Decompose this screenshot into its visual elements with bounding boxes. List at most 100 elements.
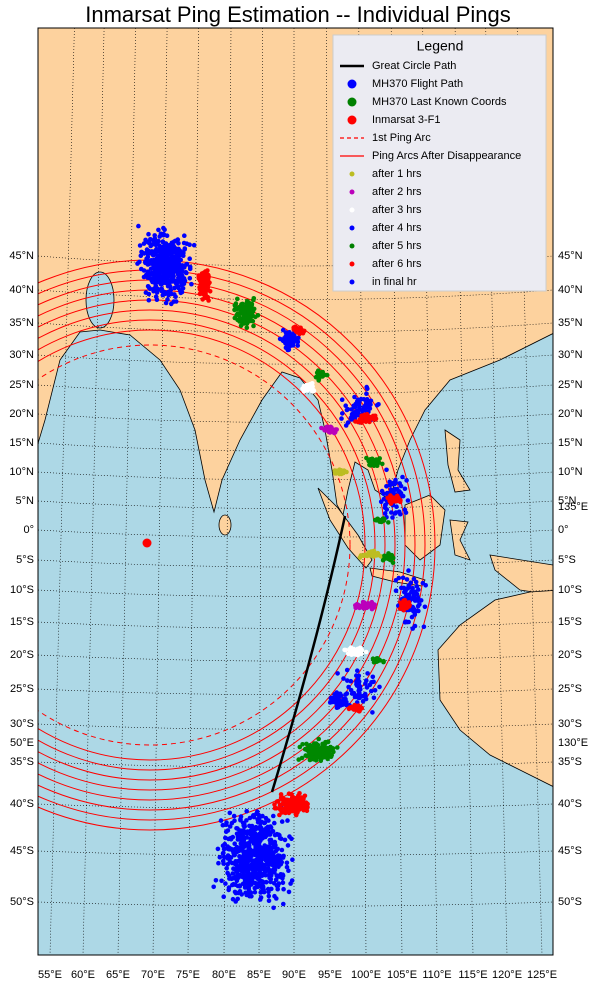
axis-labels: 45°N 45°N 40°N 40°N 35°N 35°N 30°N 30°N 25°N 25°N… bbox=[9, 250, 588, 981]
ping-point bbox=[173, 238, 178, 244]
ping-point bbox=[250, 313, 256, 319]
ping-point bbox=[315, 372, 321, 378]
ping-point bbox=[145, 254, 151, 260]
ping-point bbox=[383, 502, 388, 508]
ping-point bbox=[259, 819, 264, 825]
ping-point bbox=[255, 820, 261, 825]
ping-point bbox=[183, 262, 189, 267]
legend-marker bbox=[349, 171, 355, 177]
lat-label-left: 25°N bbox=[9, 379, 34, 391]
ping-points bbox=[135, 223, 429, 911]
ping-point bbox=[335, 705, 341, 710]
ping-point bbox=[394, 504, 399, 510]
ping-point bbox=[370, 710, 375, 715]
ping-point bbox=[286, 889, 292, 895]
ping-point bbox=[146, 275, 152, 281]
ping-point bbox=[347, 647, 352, 652]
ping-point bbox=[264, 867, 269, 872]
ping-point bbox=[154, 277, 160, 283]
ping-point bbox=[241, 837, 247, 842]
ping-point bbox=[404, 577, 410, 582]
ping-point bbox=[366, 458, 372, 464]
lat-label-left: 10°S bbox=[10, 584, 34, 596]
ping-point bbox=[253, 867, 259, 872]
map-frame bbox=[37, 27, 554, 956]
ping-point bbox=[252, 889, 258, 895]
ping-point bbox=[146, 231, 151, 237]
ping-point bbox=[279, 819, 285, 824]
ping-point bbox=[404, 478, 409, 483]
ping-point bbox=[146, 297, 152, 303]
ping-point bbox=[215, 846, 221, 852]
ping-point bbox=[141, 241, 147, 246]
parallel bbox=[38, 500, 553, 509]
ping-point bbox=[353, 411, 358, 417]
legend-label: Great Circle Path bbox=[372, 60, 456, 72]
ping-point bbox=[353, 419, 358, 424]
ping-point bbox=[235, 859, 241, 864]
ping-point bbox=[372, 517, 378, 523]
ping-point bbox=[230, 896, 236, 902]
ping-point bbox=[277, 812, 282, 818]
ping-arc bbox=[38, 319, 376, 771]
ping-point bbox=[229, 820, 235, 826]
lat-label-left: 35°S bbox=[10, 756, 34, 768]
ping-point bbox=[251, 814, 257, 820]
ping-point bbox=[271, 840, 277, 846]
ping-point bbox=[296, 757, 302, 762]
lat-label-left: 25°S bbox=[10, 683, 34, 695]
ping-point bbox=[311, 741, 317, 746]
ping-point bbox=[282, 837, 288, 843]
ping-point bbox=[357, 555, 363, 560]
ping-point bbox=[399, 585, 404, 591]
ping-point bbox=[369, 680, 374, 685]
ping-point bbox=[251, 323, 256, 329]
ping-point bbox=[405, 595, 411, 601]
lon-label: 105°E bbox=[387, 969, 417, 981]
ping-point bbox=[379, 519, 384, 525]
legend-marker bbox=[349, 243, 355, 249]
ping-point bbox=[172, 278, 177, 283]
ping-point bbox=[406, 619, 412, 625]
ping-point bbox=[384, 490, 390, 496]
ping-point bbox=[357, 684, 363, 689]
ping-point bbox=[226, 887, 231, 893]
legend-label: after 6 hrs bbox=[372, 258, 422, 270]
ping-point bbox=[402, 589, 407, 595]
legend-marker bbox=[349, 189, 355, 195]
ping-point bbox=[340, 699, 345, 705]
ping-point bbox=[411, 594, 417, 600]
ping-point bbox=[412, 623, 418, 629]
ping-point bbox=[279, 847, 285, 853]
ping-point bbox=[339, 416, 344, 421]
ping-point bbox=[423, 583, 429, 588]
parallel bbox=[38, 354, 553, 365]
ping-point bbox=[231, 813, 237, 819]
parallel bbox=[38, 901, 553, 907]
ping-point bbox=[264, 858, 270, 863]
ping-point bbox=[248, 890, 254, 895]
ping-point bbox=[282, 801, 287, 806]
ping-point bbox=[220, 822, 226, 828]
legend-label: 1st Ping Arc bbox=[372, 132, 431, 144]
legend-marker bbox=[347, 115, 357, 125]
inmarsat-satellite bbox=[142, 538, 152, 548]
ping-point bbox=[315, 742, 321, 748]
ping-point bbox=[266, 898, 272, 903]
ping-point bbox=[363, 649, 369, 655]
ping-point bbox=[416, 587, 421, 592]
ping-point bbox=[359, 413, 365, 419]
ping-point bbox=[409, 589, 414, 595]
legend-label: Ping Arcs After Disappearance bbox=[372, 150, 521, 162]
ping-point bbox=[263, 815, 269, 821]
ping-point bbox=[280, 880, 286, 885]
ping-point bbox=[347, 651, 353, 656]
ping-point bbox=[275, 874, 281, 879]
ping-point bbox=[278, 836, 284, 841]
ping-point bbox=[221, 894, 226, 899]
ping-point bbox=[398, 483, 404, 489]
ping-point bbox=[374, 403, 380, 408]
legend-label: after 1 hrs bbox=[372, 168, 422, 180]
ping-point bbox=[400, 602, 405, 607]
